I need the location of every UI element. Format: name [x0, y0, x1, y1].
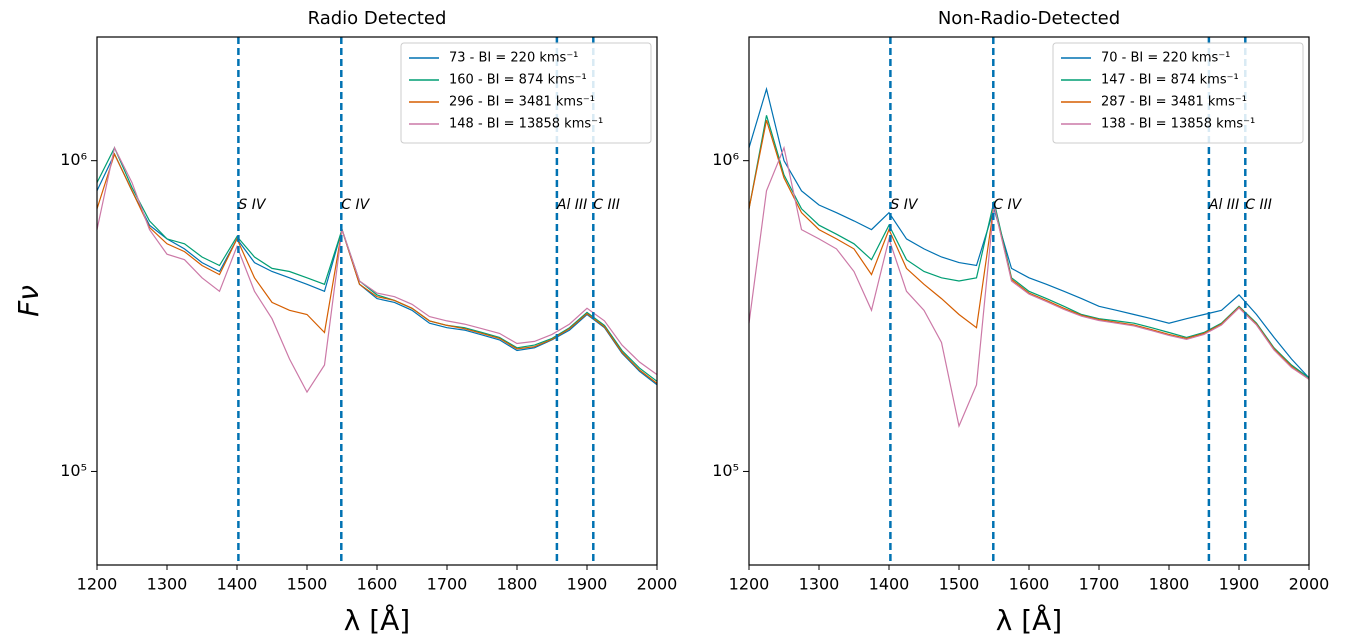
line-label: Al III [556, 197, 587, 213]
legend-box [400, 42, 652, 144]
x-axis-label: λ [Å] [996, 603, 1062, 637]
y-tick-label: 10⁵ [712, 461, 739, 480]
spectrum-line [96, 146, 658, 394]
line-label: C III [1245, 197, 1272, 213]
legend-label: 296 - BI = 3481 kms⁻¹ [449, 95, 595, 110]
line-label: C IV [341, 197, 370, 213]
plot-area [748, 86, 1310, 428]
panel-title: Non-Radio-Detected [938, 8, 1120, 29]
x-tick-label: 1400 [217, 575, 258, 594]
x-tick-label: 1500 [939, 575, 980, 594]
line-label: Al III [1208, 197, 1239, 213]
spectrum-line [96, 152, 658, 384]
line-label: C III [593, 197, 620, 213]
x-tick-label: 1700 [1079, 575, 1120, 594]
spectrum-line [96, 152, 658, 386]
x-tick-label: 1500 [287, 575, 328, 594]
y-tick-label: 10⁵ [60, 461, 87, 480]
x-tick-label: 1200 [729, 575, 770, 594]
x-tick-label: 1700 [427, 575, 468, 594]
x-tick-label: 1900 [1219, 575, 1260, 594]
y-tick-label: 10⁶ [712, 150, 739, 169]
panel-title: Radio Detected [308, 8, 447, 29]
x-tick-label: 1300 [147, 575, 188, 594]
x-tick-label: 1200 [77, 575, 118, 594]
legend-label: 138 - BI = 13858 kms⁻¹ [1101, 117, 1255, 132]
spectrum-line [748, 145, 1310, 428]
legend-box [1052, 42, 1304, 144]
x-tick-label: 1800 [497, 575, 538, 594]
x-tick-label: 2000 [637, 575, 678, 594]
legend-label: 148 - BI = 13858 kms⁻¹ [449, 117, 603, 132]
x-tick-label: 1400 [869, 575, 910, 594]
x-tick-label: 2000 [1289, 575, 1330, 594]
legend-label: 160 - BI = 874 kms⁻¹ [449, 73, 587, 88]
legend-label: 147 - BI = 874 kms⁻¹ [1101, 73, 1239, 88]
spectrum-line [96, 146, 658, 382]
spectrum-line [748, 115, 1310, 379]
spectrum-line [748, 120, 1310, 380]
axes-frame [96, 36, 658, 566]
y-axis-label: Fν [12, 285, 45, 317]
x-tick-label: 1900 [567, 575, 608, 594]
axes-frame [748, 36, 1310, 566]
line-label: S IV [238, 197, 266, 213]
x-axis-label: λ [Å] [344, 603, 410, 637]
x-tick-label: 1600 [357, 575, 398, 594]
spectrum-line [748, 86, 1310, 379]
legend-label: 70 - BI = 220 kms⁻¹ [1101, 51, 1230, 66]
x-tick-label: 1800 [1149, 575, 1190, 594]
plot-area [96, 146, 658, 394]
y-tick-label: 10⁶ [60, 150, 87, 169]
legend-label: 287 - BI = 3481 kms⁻¹ [1101, 95, 1247, 110]
x-tick-label: 1600 [1009, 575, 1050, 594]
line-label: C IV [993, 197, 1022, 213]
legend-label: 73 - BI = 220 kms⁻¹ [449, 51, 578, 66]
line-label: S IV [890, 197, 918, 213]
x-tick-label: 1300 [799, 575, 840, 594]
